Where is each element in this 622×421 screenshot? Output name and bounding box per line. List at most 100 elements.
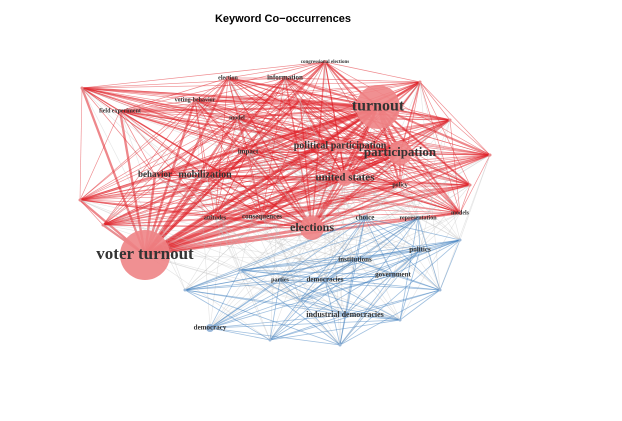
- edge: [119, 99, 196, 112]
- edge: [102, 224, 313, 229]
- edge: [399, 184, 461, 241]
- edge: [119, 110, 216, 219]
- node: [458, 238, 462, 242]
- node-label: mobilization: [178, 169, 232, 180]
- node-label: industrial democracies: [306, 310, 384, 319]
- edge: [227, 77, 346, 316]
- node: [202, 172, 208, 178]
- edge: [344, 249, 421, 316]
- edge: [419, 81, 451, 121]
- edge: [79, 174, 156, 201]
- node: [193, 98, 197, 102]
- edge: [399, 81, 421, 186]
- edge: [279, 279, 441, 291]
- node: [390, 272, 396, 278]
- edge: [311, 212, 461, 229]
- node: [283, 76, 287, 80]
- edge: [279, 279, 401, 321]
- node-label: democracies: [307, 276, 344, 284]
- edge: [279, 154, 491, 281]
- node: [398, 183, 402, 187]
- edge: [80, 87, 147, 256]
- edge: [81, 87, 326, 281]
- edge: [81, 87, 419, 219]
- edge: [339, 145, 441, 291]
- edge: [324, 61, 421, 83]
- edge: [102, 174, 156, 226]
- edge: [284, 77, 461, 214]
- edge: [79, 199, 313, 229]
- edge: [81, 87, 346, 179]
- edge: [439, 154, 491, 291]
- edge: [311, 154, 491, 229]
- edge: [269, 289, 441, 341]
- node-label: democracy: [194, 324, 227, 332]
- node: [417, 247, 423, 253]
- node: [488, 153, 492, 157]
- edge: [417, 184, 471, 219]
- edge: [81, 87, 491, 156]
- edge: [449, 119, 491, 156]
- node: [300, 216, 324, 240]
- edge: [79, 110, 121, 201]
- node-label: voter turnout: [96, 244, 194, 263]
- edge: [79, 199, 263, 218]
- node: [213, 216, 217, 220]
- edge: [459, 154, 491, 214]
- node-label: government: [375, 271, 411, 279]
- edge: [284, 61, 326, 79]
- edge: [119, 110, 341, 346]
- node: [356, 85, 400, 129]
- edge: [119, 99, 301, 112]
- node: [101, 223, 105, 227]
- edge: [119, 110, 461, 214]
- edge: [214, 99, 301, 219]
- edge: [247, 151, 313, 229]
- edge: [204, 174, 241, 271]
- edge: [184, 269, 241, 291]
- edge: [399, 249, 421, 321]
- edge: [214, 145, 341, 219]
- edge: [184, 239, 461, 291]
- node: [416, 216, 420, 220]
- node-label: representation: [399, 215, 437, 221]
- edge: [392, 239, 461, 276]
- edge: [79, 199, 356, 261]
- edge: [214, 184, 471, 219]
- edge: [184, 289, 401, 321]
- edge: [339, 249, 421, 346]
- edge: [102, 184, 471, 226]
- node-label: information: [267, 74, 303, 82]
- node: [235, 116, 239, 120]
- edge: [227, 77, 471, 186]
- node: [338, 343, 342, 347]
- edge: [419, 81, 471, 186]
- edge: [239, 239, 461, 271]
- edge: [324, 279, 346, 316]
- edge: [227, 77, 346, 179]
- edge: [324, 61, 471, 186]
- node-label: model: [229, 115, 245, 121]
- node: [298, 98, 302, 102]
- edge: [261, 77, 286, 218]
- edge: [184, 216, 263, 291]
- edge: [419, 81, 491, 156]
- edge: [354, 259, 441, 291]
- edge: [324, 184, 471, 281]
- node-label: elections: [290, 220, 334, 234]
- node: [398, 318, 402, 322]
- edge: [239, 269, 394, 276]
- node-label: congressional elections: [301, 60, 349, 65]
- edge: [102, 145, 341, 226]
- edge: [214, 217, 241, 271]
- node: [278, 278, 282, 282]
- edge: [236, 61, 326, 119]
- edge: [184, 217, 419, 291]
- edge: [204, 174, 421, 251]
- edge: [299, 99, 471, 186]
- node: [418, 80, 422, 84]
- edge: [236, 117, 461, 214]
- edge: [339, 289, 441, 346]
- edge: [439, 239, 461, 291]
- edge: [261, 216, 419, 219]
